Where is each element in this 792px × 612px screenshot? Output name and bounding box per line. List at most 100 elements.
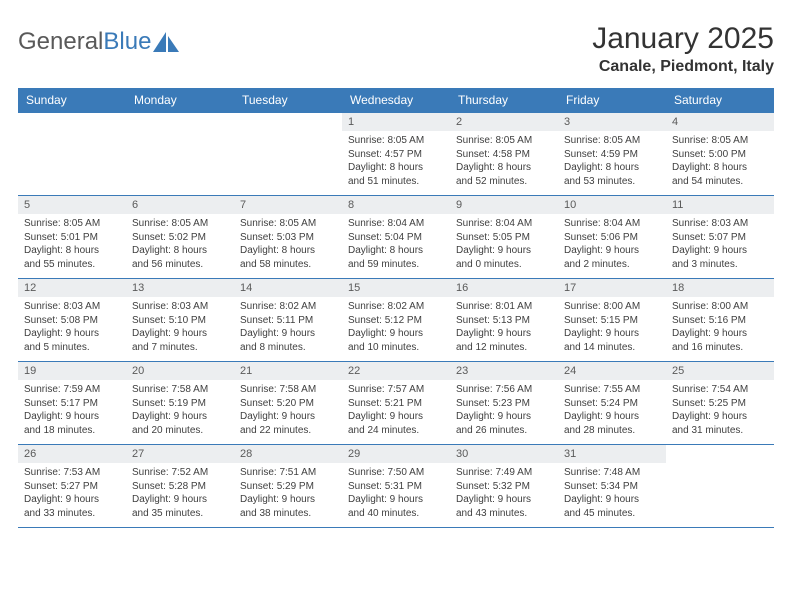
info-line-sr: Sunrise: 7:50 AM [348, 466, 444, 480]
info-line-d1: Daylight: 9 hours [24, 493, 120, 507]
day-cell: 30Sunrise: 7:49 AMSunset: 5:32 PMDayligh… [450, 445, 558, 527]
info-line-ss: Sunset: 5:15 PM [564, 314, 660, 328]
info-line-sr: Sunrise: 7:58 AM [240, 383, 336, 397]
day-number: 7 [234, 196, 342, 214]
info-line-d2: and 38 minutes. [240, 507, 336, 521]
day-cell: 12Sunrise: 8:03 AMSunset: 5:08 PMDayligh… [18, 279, 126, 361]
info-line-ss: Sunset: 5:04 PM [348, 231, 444, 245]
info-line-d1: Daylight: 9 hours [348, 493, 444, 507]
info-line-sr: Sunrise: 8:04 AM [348, 217, 444, 231]
info-line-d2: and 10 minutes. [348, 341, 444, 355]
info-line-ss: Sunset: 4:58 PM [456, 148, 552, 162]
day-info: Sunrise: 7:59 AMSunset: 5:17 PMDaylight:… [18, 380, 126, 441]
info-line-d1: Daylight: 9 hours [348, 410, 444, 424]
day-info: Sunrise: 8:05 AMSunset: 5:00 PMDaylight:… [666, 131, 774, 192]
info-line-ss: Sunset: 5:05 PM [456, 231, 552, 245]
info-line-d2: and 43 minutes. [456, 507, 552, 521]
day-number: 21 [234, 362, 342, 380]
day-number: 27 [126, 445, 234, 463]
page-subtitle: Canale, Piedmont, Italy [592, 58, 774, 76]
day-cell: 27Sunrise: 7:52 AMSunset: 5:28 PMDayligh… [126, 445, 234, 527]
info-line-d2: and 5 minutes. [24, 341, 120, 355]
day-cell: 23Sunrise: 7:56 AMSunset: 5:23 PMDayligh… [450, 362, 558, 444]
day-number: 19 [18, 362, 126, 380]
day-number [18, 113, 126, 131]
day-cell: 1Sunrise: 8:05 AMSunset: 4:57 PMDaylight… [342, 113, 450, 195]
day-header: Sunday [18, 88, 126, 112]
info-line-sr: Sunrise: 8:00 AM [564, 300, 660, 314]
day-info: Sunrise: 8:00 AMSunset: 5:16 PMDaylight:… [666, 297, 774, 358]
day-number: 2 [450, 113, 558, 131]
info-line-sr: Sunrise: 7:53 AM [24, 466, 120, 480]
day-number: 16 [450, 279, 558, 297]
info-line-sr: Sunrise: 8:03 AM [132, 300, 228, 314]
info-line-ss: Sunset: 4:57 PM [348, 148, 444, 162]
info-line-d2: and 8 minutes. [240, 341, 336, 355]
day-number: 8 [342, 196, 450, 214]
info-line-d2: and 31 minutes. [672, 424, 768, 438]
info-line-d1: Daylight: 9 hours [672, 327, 768, 341]
info-line-d1: Daylight: 8 hours [348, 244, 444, 258]
info-line-ss: Sunset: 5:13 PM [456, 314, 552, 328]
info-line-sr: Sunrise: 7:57 AM [348, 383, 444, 397]
day-cell: 19Sunrise: 7:59 AMSunset: 5:17 PMDayligh… [18, 362, 126, 444]
info-line-ss: Sunset: 5:24 PM [564, 397, 660, 411]
info-line-sr: Sunrise: 8:03 AM [672, 217, 768, 231]
day-info: Sunrise: 8:03 AMSunset: 5:10 PMDaylight:… [126, 297, 234, 358]
day-info: Sunrise: 8:03 AMSunset: 5:07 PMDaylight:… [666, 214, 774, 275]
calendar: SundayMondayTuesdayWednesdayThursdayFrid… [18, 88, 774, 528]
day-info: Sunrise: 8:05 AMSunset: 4:59 PMDaylight:… [558, 131, 666, 192]
info-line-sr: Sunrise: 8:05 AM [132, 217, 228, 231]
info-line-sr: Sunrise: 7:51 AM [240, 466, 336, 480]
day-cell: 10Sunrise: 8:04 AMSunset: 5:06 PMDayligh… [558, 196, 666, 278]
info-line-d2: and 28 minutes. [564, 424, 660, 438]
info-line-d2: and 40 minutes. [348, 507, 444, 521]
day-info: Sunrise: 7:49 AMSunset: 5:32 PMDaylight:… [450, 463, 558, 524]
info-line-ss: Sunset: 5:06 PM [564, 231, 660, 245]
day-info: Sunrise: 7:50 AMSunset: 5:31 PMDaylight:… [342, 463, 450, 524]
info-line-sr: Sunrise: 8:05 AM [456, 134, 552, 148]
day-number: 18 [666, 279, 774, 297]
info-line-d2: and 24 minutes. [348, 424, 444, 438]
day-cell: 20Sunrise: 7:58 AMSunset: 5:19 PMDayligh… [126, 362, 234, 444]
info-line-ss: Sunset: 5:34 PM [564, 480, 660, 494]
day-cell: 11Sunrise: 8:03 AMSunset: 5:07 PMDayligh… [666, 196, 774, 278]
day-cell: 14Sunrise: 8:02 AMSunset: 5:11 PMDayligh… [234, 279, 342, 361]
info-line-d2: and 22 minutes. [240, 424, 336, 438]
day-cell: 25Sunrise: 7:54 AMSunset: 5:25 PMDayligh… [666, 362, 774, 444]
day-number: 31 [558, 445, 666, 463]
day-cell: 18Sunrise: 8:00 AMSunset: 5:16 PMDayligh… [666, 279, 774, 361]
day-info: Sunrise: 7:48 AMSunset: 5:34 PMDaylight:… [558, 463, 666, 524]
info-line-d1: Daylight: 9 hours [348, 327, 444, 341]
day-number: 26 [18, 445, 126, 463]
info-line-sr: Sunrise: 8:05 AM [672, 134, 768, 148]
day-cell: 28Sunrise: 7:51 AMSunset: 5:29 PMDayligh… [234, 445, 342, 527]
info-line-sr: Sunrise: 7:58 AM [132, 383, 228, 397]
day-number: 12 [18, 279, 126, 297]
day-number [666, 445, 774, 463]
day-cell: 22Sunrise: 7:57 AMSunset: 5:21 PMDayligh… [342, 362, 450, 444]
info-line-d1: Daylight: 9 hours [456, 410, 552, 424]
info-line-d1: Daylight: 8 hours [672, 161, 768, 175]
day-number: 4 [666, 113, 774, 131]
day-number [234, 113, 342, 131]
info-line-d1: Daylight: 9 hours [456, 244, 552, 258]
info-line-d2: and 20 minutes. [132, 424, 228, 438]
info-line-ss: Sunset: 5:07 PM [672, 231, 768, 245]
info-line-sr: Sunrise: 8:02 AM [240, 300, 336, 314]
day-info: Sunrise: 8:04 AMSunset: 5:06 PMDaylight:… [558, 214, 666, 275]
day-info: Sunrise: 7:58 AMSunset: 5:20 PMDaylight:… [234, 380, 342, 441]
day-number [126, 113, 234, 131]
info-line-d1: Daylight: 9 hours [456, 493, 552, 507]
day-info: Sunrise: 7:52 AMSunset: 5:28 PMDaylight:… [126, 463, 234, 524]
info-line-d2: and 54 minutes. [672, 175, 768, 189]
day-info: Sunrise: 7:56 AMSunset: 5:23 PMDaylight:… [450, 380, 558, 441]
day-cell: 8Sunrise: 8:04 AMSunset: 5:04 PMDaylight… [342, 196, 450, 278]
day-info: Sunrise: 8:04 AMSunset: 5:04 PMDaylight:… [342, 214, 450, 275]
day-cell [126, 113, 234, 195]
info-line-d1: Daylight: 8 hours [564, 161, 660, 175]
day-cell: 13Sunrise: 8:03 AMSunset: 5:10 PMDayligh… [126, 279, 234, 361]
week-row: 5Sunrise: 8:05 AMSunset: 5:01 PMDaylight… [18, 195, 774, 278]
day-cell: 26Sunrise: 7:53 AMSunset: 5:27 PMDayligh… [18, 445, 126, 527]
info-line-d1: Daylight: 9 hours [240, 410, 336, 424]
